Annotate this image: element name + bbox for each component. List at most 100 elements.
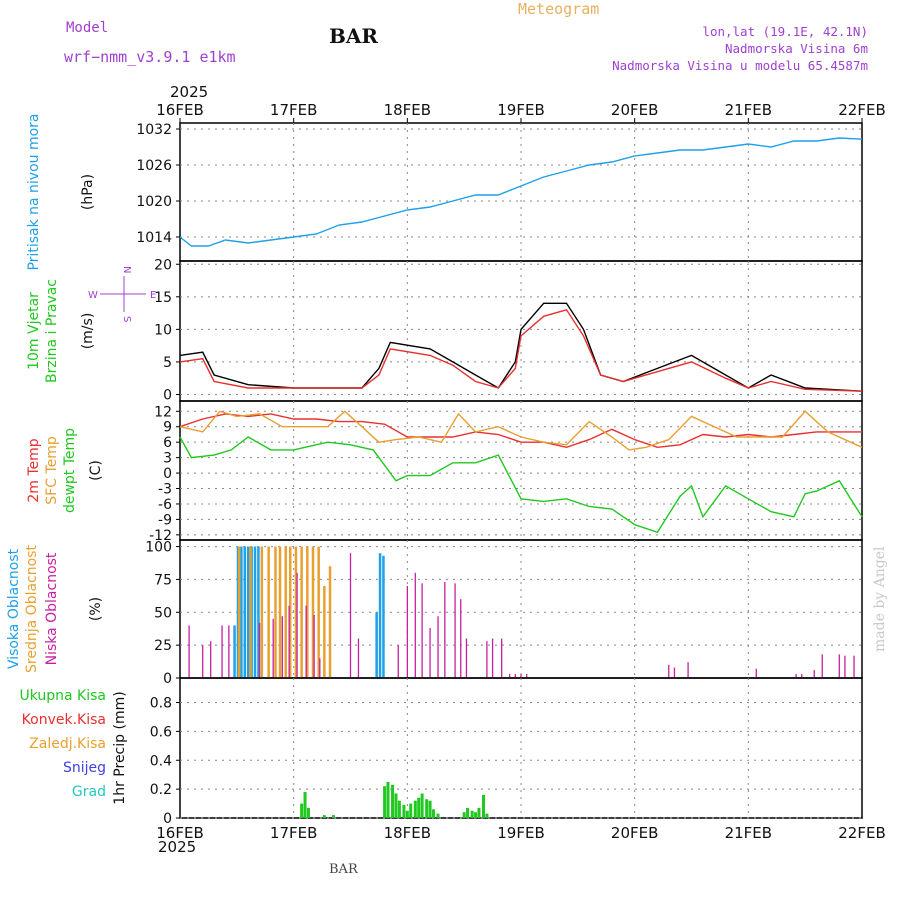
legend-label: Ukupna Kisa xyxy=(19,688,106,704)
bar-precipitation xyxy=(405,810,409,818)
y-tick-label: 9 xyxy=(163,420,172,436)
bar-clouds xyxy=(687,662,689,678)
bar-clouds xyxy=(795,674,797,678)
bar-precipitation xyxy=(413,800,417,818)
y-tick-label: 10 xyxy=(154,322,172,338)
bar-clouds xyxy=(228,625,230,678)
bar-clouds xyxy=(278,546,282,678)
unit-label: (C) xyxy=(88,460,104,481)
bar-clouds xyxy=(406,586,408,678)
bar-clouds xyxy=(317,546,320,678)
bar-clouds xyxy=(844,655,846,678)
y-tick-label: 20 xyxy=(154,257,172,273)
y-tick-label: 25 xyxy=(154,638,172,654)
series-line-temperature xyxy=(179,436,863,534)
x-tick-label-bottom: 17FEB xyxy=(270,824,317,842)
y-tick-label: -9 xyxy=(158,512,172,528)
bar-clouds xyxy=(382,555,385,678)
y-tick-label: 100 xyxy=(145,540,172,556)
bar-clouds xyxy=(357,638,360,678)
y-tick-label: 0 xyxy=(163,811,172,827)
bar-precipitation xyxy=(420,793,424,818)
x-tick-label-bottom: 21FEB xyxy=(725,824,772,842)
bar-clouds xyxy=(397,645,399,678)
bar-clouds xyxy=(853,655,855,678)
compass-e: E xyxy=(150,290,156,301)
bar-precipitation xyxy=(436,813,440,818)
station-title: BAR xyxy=(329,24,379,48)
bar-clouds xyxy=(233,625,236,678)
bar-precipitation xyxy=(425,799,429,818)
bar-precipitation xyxy=(481,794,485,818)
bar-clouds xyxy=(202,645,204,678)
panel-temperature-frame xyxy=(179,400,863,541)
x-tick-label-top: 22FEB xyxy=(838,101,885,119)
unit-label: (m/s) xyxy=(80,313,96,350)
year-bottom: 2025 xyxy=(158,838,197,856)
panel-pressure-frame xyxy=(179,122,863,262)
bar-precipitation xyxy=(391,784,395,818)
bar-clouds xyxy=(253,546,257,678)
bar-clouds xyxy=(281,616,283,678)
bar-clouds xyxy=(437,616,439,678)
panel-label: dewpt Temp xyxy=(62,428,78,513)
series-line-wind xyxy=(179,308,863,392)
x-tick-label-top: 19FEB xyxy=(497,101,544,119)
compass-w: W xyxy=(88,290,98,301)
bar-clouds xyxy=(813,670,815,678)
y-tick-label: 3 xyxy=(163,451,172,467)
y-tick-label: 0.4 xyxy=(150,753,172,769)
bar-precipitation xyxy=(431,809,435,818)
bar-precipitation xyxy=(322,815,326,818)
y-tick-label: 0 xyxy=(163,466,172,482)
y-tick-label: 0.6 xyxy=(150,724,172,740)
bar-clouds xyxy=(319,658,321,678)
bar-clouds xyxy=(323,586,326,678)
unit-label: (%) xyxy=(88,597,104,621)
series-line-temperature xyxy=(179,410,863,451)
panel-label: 10m Vjetar xyxy=(26,292,42,370)
x-tick-label-top: 18FEB xyxy=(384,101,431,119)
bar-clouds xyxy=(465,638,468,678)
x-tick-label-top: 21FEB xyxy=(725,101,772,119)
y-tick-label: 0 xyxy=(163,387,172,403)
y-tick-label: 0.8 xyxy=(150,696,172,712)
bar-clouds xyxy=(296,572,298,678)
compass-n: N xyxy=(121,266,132,273)
bar-clouds xyxy=(272,618,274,678)
y-tick-label: 6 xyxy=(163,435,172,451)
y-tick-label: 12 xyxy=(154,404,172,420)
bar-clouds xyxy=(240,546,243,678)
bar-clouds xyxy=(288,605,290,678)
bar-clouds xyxy=(305,605,307,678)
bar-clouds xyxy=(454,583,456,678)
bar-clouds xyxy=(378,553,382,678)
legend-label: Grad xyxy=(72,784,106,800)
coords-text: lon,lat (19.1E, 42.1N) xyxy=(702,24,868,39)
series-line-temperature xyxy=(179,413,862,449)
y-tick-label: 5 xyxy=(163,355,172,371)
legend-label: Konvek.Kisa xyxy=(22,712,106,728)
y-tick-label: 15 xyxy=(154,290,172,306)
bar-clouds xyxy=(673,667,676,678)
bar-clouds xyxy=(349,553,352,678)
panel-label: Niska Oblacnost xyxy=(44,552,60,665)
bar-clouds xyxy=(221,625,223,678)
bar-precipitation xyxy=(474,812,478,818)
bar-clouds xyxy=(491,638,494,678)
bar-clouds xyxy=(414,572,416,678)
bar-precipitation xyxy=(466,807,470,818)
y-tick-label: -3 xyxy=(158,482,172,498)
bar-precipitation xyxy=(417,797,421,818)
bar-clouds xyxy=(313,614,315,678)
bar-clouds xyxy=(486,641,488,678)
watermark: made by Angel xyxy=(872,546,888,653)
bar-clouds xyxy=(249,546,252,678)
bar-clouds xyxy=(258,622,261,678)
y-tick-label: 0 xyxy=(163,671,172,687)
series-line-pressure xyxy=(179,137,863,247)
bar-clouds xyxy=(257,546,260,678)
bar-clouds xyxy=(501,638,503,678)
x-tick-label-bottom: 22FEB xyxy=(838,824,885,842)
panel-label: Srednja Oblacnost xyxy=(24,545,40,673)
